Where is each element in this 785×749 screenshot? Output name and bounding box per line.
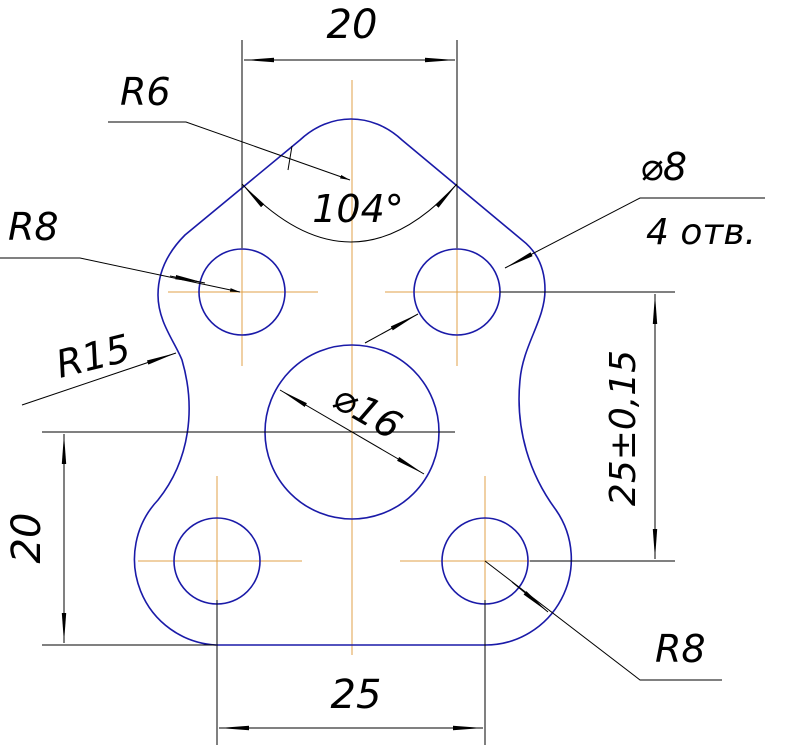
angle-dimension-arc (241, 183, 458, 243)
top-width-label: 20 (327, 2, 378, 48)
hole-diameter-leader-line (504, 197, 765, 269)
side-radius-leader (21, 352, 177, 406)
hole-diameter-leader-inner (364, 313, 419, 344)
left-radius-label: R8 (8, 205, 59, 249)
top-left-hole (198, 248, 286, 336)
hole-diameter-label: ⌀8 (640, 145, 687, 189)
top-radius-label: R6 (120, 70, 171, 114)
part-outline (133, 118, 573, 646)
center-hole-label: ⌀16 (326, 375, 410, 449)
bottom-radius-label: R8 (655, 627, 706, 671)
bottom-width-label: 25 (331, 672, 382, 718)
left-radius-arrow (169, 274, 206, 284)
center-lines (138, 80, 568, 655)
top-radius-tick (287, 145, 293, 171)
dimension-labels: 20 R6 104° ⌀8 4 отв. R8 R15 ⌀16 25±0,15 … (4, 2, 756, 718)
hole-count-label: 4 отв. (646, 212, 756, 253)
side-radius-label: R15 (52, 326, 135, 387)
left-vertical-label: 20 (4, 513, 50, 564)
bottom-radius-arrow (511, 581, 549, 613)
top-radius-leader (108, 121, 351, 181)
top-angle-label: 104° (312, 187, 404, 231)
dimensions (0, 40, 765, 745)
left-radius-leader (0, 257, 241, 293)
right-vertical-label: 25±0,15 (603, 350, 644, 506)
